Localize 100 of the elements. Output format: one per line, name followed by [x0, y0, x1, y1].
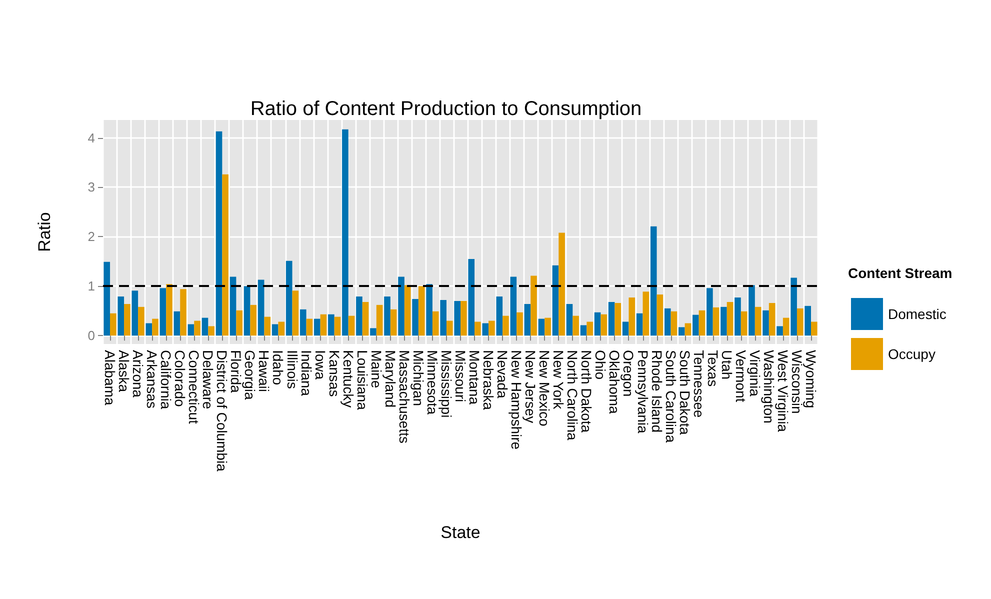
bar	[356, 296, 362, 336]
bar	[440, 300, 446, 336]
y-axis-title: Ratio	[35, 212, 54, 252]
bar	[104, 262, 110, 336]
bar	[762, 310, 769, 336]
bar	[748, 285, 755, 336]
bar	[594, 312, 601, 336]
bar	[670, 311, 678, 336]
bar	[398, 276, 404, 336]
bar	[152, 318, 158, 336]
bar	[664, 308, 671, 336]
bar	[628, 298, 636, 336]
bar	[188, 324, 194, 336]
bar	[740, 311, 748, 336]
legend-label: Occupy	[888, 346, 936, 362]
bar	[244, 286, 250, 336]
bar	[306, 318, 313, 336]
bar	[636, 313, 643, 336]
bar	[692, 314, 699, 336]
x-tick-label: Montana	[466, 350, 483, 405]
legend-title: Content Stream	[848, 265, 952, 281]
x-tick-label: Mississippi	[438, 350, 454, 418]
x-tick-label: Illinois	[284, 350, 300, 389]
bar	[202, 318, 208, 336]
bar	[160, 288, 166, 336]
bar	[796, 308, 804, 336]
x-tick-label: Arkansas	[144, 350, 160, 408]
bar	[530, 276, 537, 336]
bar	[300, 309, 306, 336]
bar	[264, 316, 271, 336]
bar	[216, 131, 222, 336]
bar	[782, 318, 790, 336]
bar	[488, 320, 495, 336]
bar	[124, 304, 130, 336]
bar	[712, 307, 720, 336]
bar	[222, 174, 228, 336]
x-tick-label: Kansas	[326, 350, 342, 397]
bar	[790, 278, 797, 336]
x-tick-label: District of Columbia	[214, 350, 230, 472]
bar	[726, 302, 734, 336]
x-tick-label: Alabama	[102, 350, 118, 406]
bar	[502, 316, 509, 336]
bar	[558, 232, 565, 336]
bar	[426, 284, 432, 336]
x-tick-label: South Carolina	[662, 350, 679, 443]
bar	[614, 302, 622, 336]
x-tick-label: Michigan	[410, 350, 426, 406]
x-tick-label: Tennessee	[690, 350, 707, 418]
x-tick-label: Indiana	[298, 350, 314, 396]
x-tick-label: West Virginia	[774, 350, 791, 432]
bar	[446, 320, 453, 336]
bar	[698, 310, 706, 336]
bar	[566, 304, 573, 336]
bar	[776, 326, 783, 336]
x-tick-label: Wyoming	[802, 350, 819, 408]
bar	[286, 260, 292, 336]
x-tick-label: Hawaii	[256, 350, 272, 392]
bar	[132, 290, 138, 336]
bar	[194, 320, 200, 336]
x-tick-label: New Mexico	[536, 350, 553, 426]
bar	[678, 327, 685, 336]
bar	[314, 318, 320, 336]
x-tick-label: Colorado	[172, 350, 188, 408]
bar	[432, 311, 439, 336]
x-tick-label: Missouri	[452, 350, 468, 402]
bar	[376, 304, 383, 336]
bar	[208, 326, 214, 336]
x-tick-label: Idaho	[270, 350, 286, 386]
bar	[706, 288, 713, 336]
bar	[236, 310, 242, 336]
y-tick-label: 2	[88, 229, 95, 244]
bar	[496, 296, 503, 336]
bar	[362, 302, 369, 336]
bar	[720, 306, 727, 336]
bar	[734, 298, 741, 336]
x-tick-label: Nevada	[494, 350, 511, 398]
bar	[230, 276, 236, 336]
x-tick-label: Iowa	[312, 350, 328, 380]
bar	[166, 284, 172, 336]
bar	[524, 304, 531, 336]
y-tick-label: 0	[88, 328, 95, 344]
bar	[600, 314, 608, 336]
x-tick-label: Arizona	[130, 350, 146, 398]
bar	[110, 313, 116, 336]
bar	[510, 276, 517, 336]
bar	[468, 258, 475, 336]
bar	[278, 322, 285, 336]
bar	[544, 318, 551, 336]
bar	[656, 294, 664, 336]
bar	[174, 311, 180, 336]
bar	[474, 322, 481, 336]
bar	[754, 306, 762, 336]
bar	[454, 300, 460, 336]
bar	[118, 296, 124, 336]
y-tick-label: 3	[88, 180, 95, 195]
legend-label: Domestic	[888, 306, 946, 322]
bar	[642, 292, 650, 336]
bar	[650, 226, 657, 336]
x-tick-label: Nebraska	[480, 350, 497, 410]
y-tick-label: 4	[88, 130, 95, 146]
